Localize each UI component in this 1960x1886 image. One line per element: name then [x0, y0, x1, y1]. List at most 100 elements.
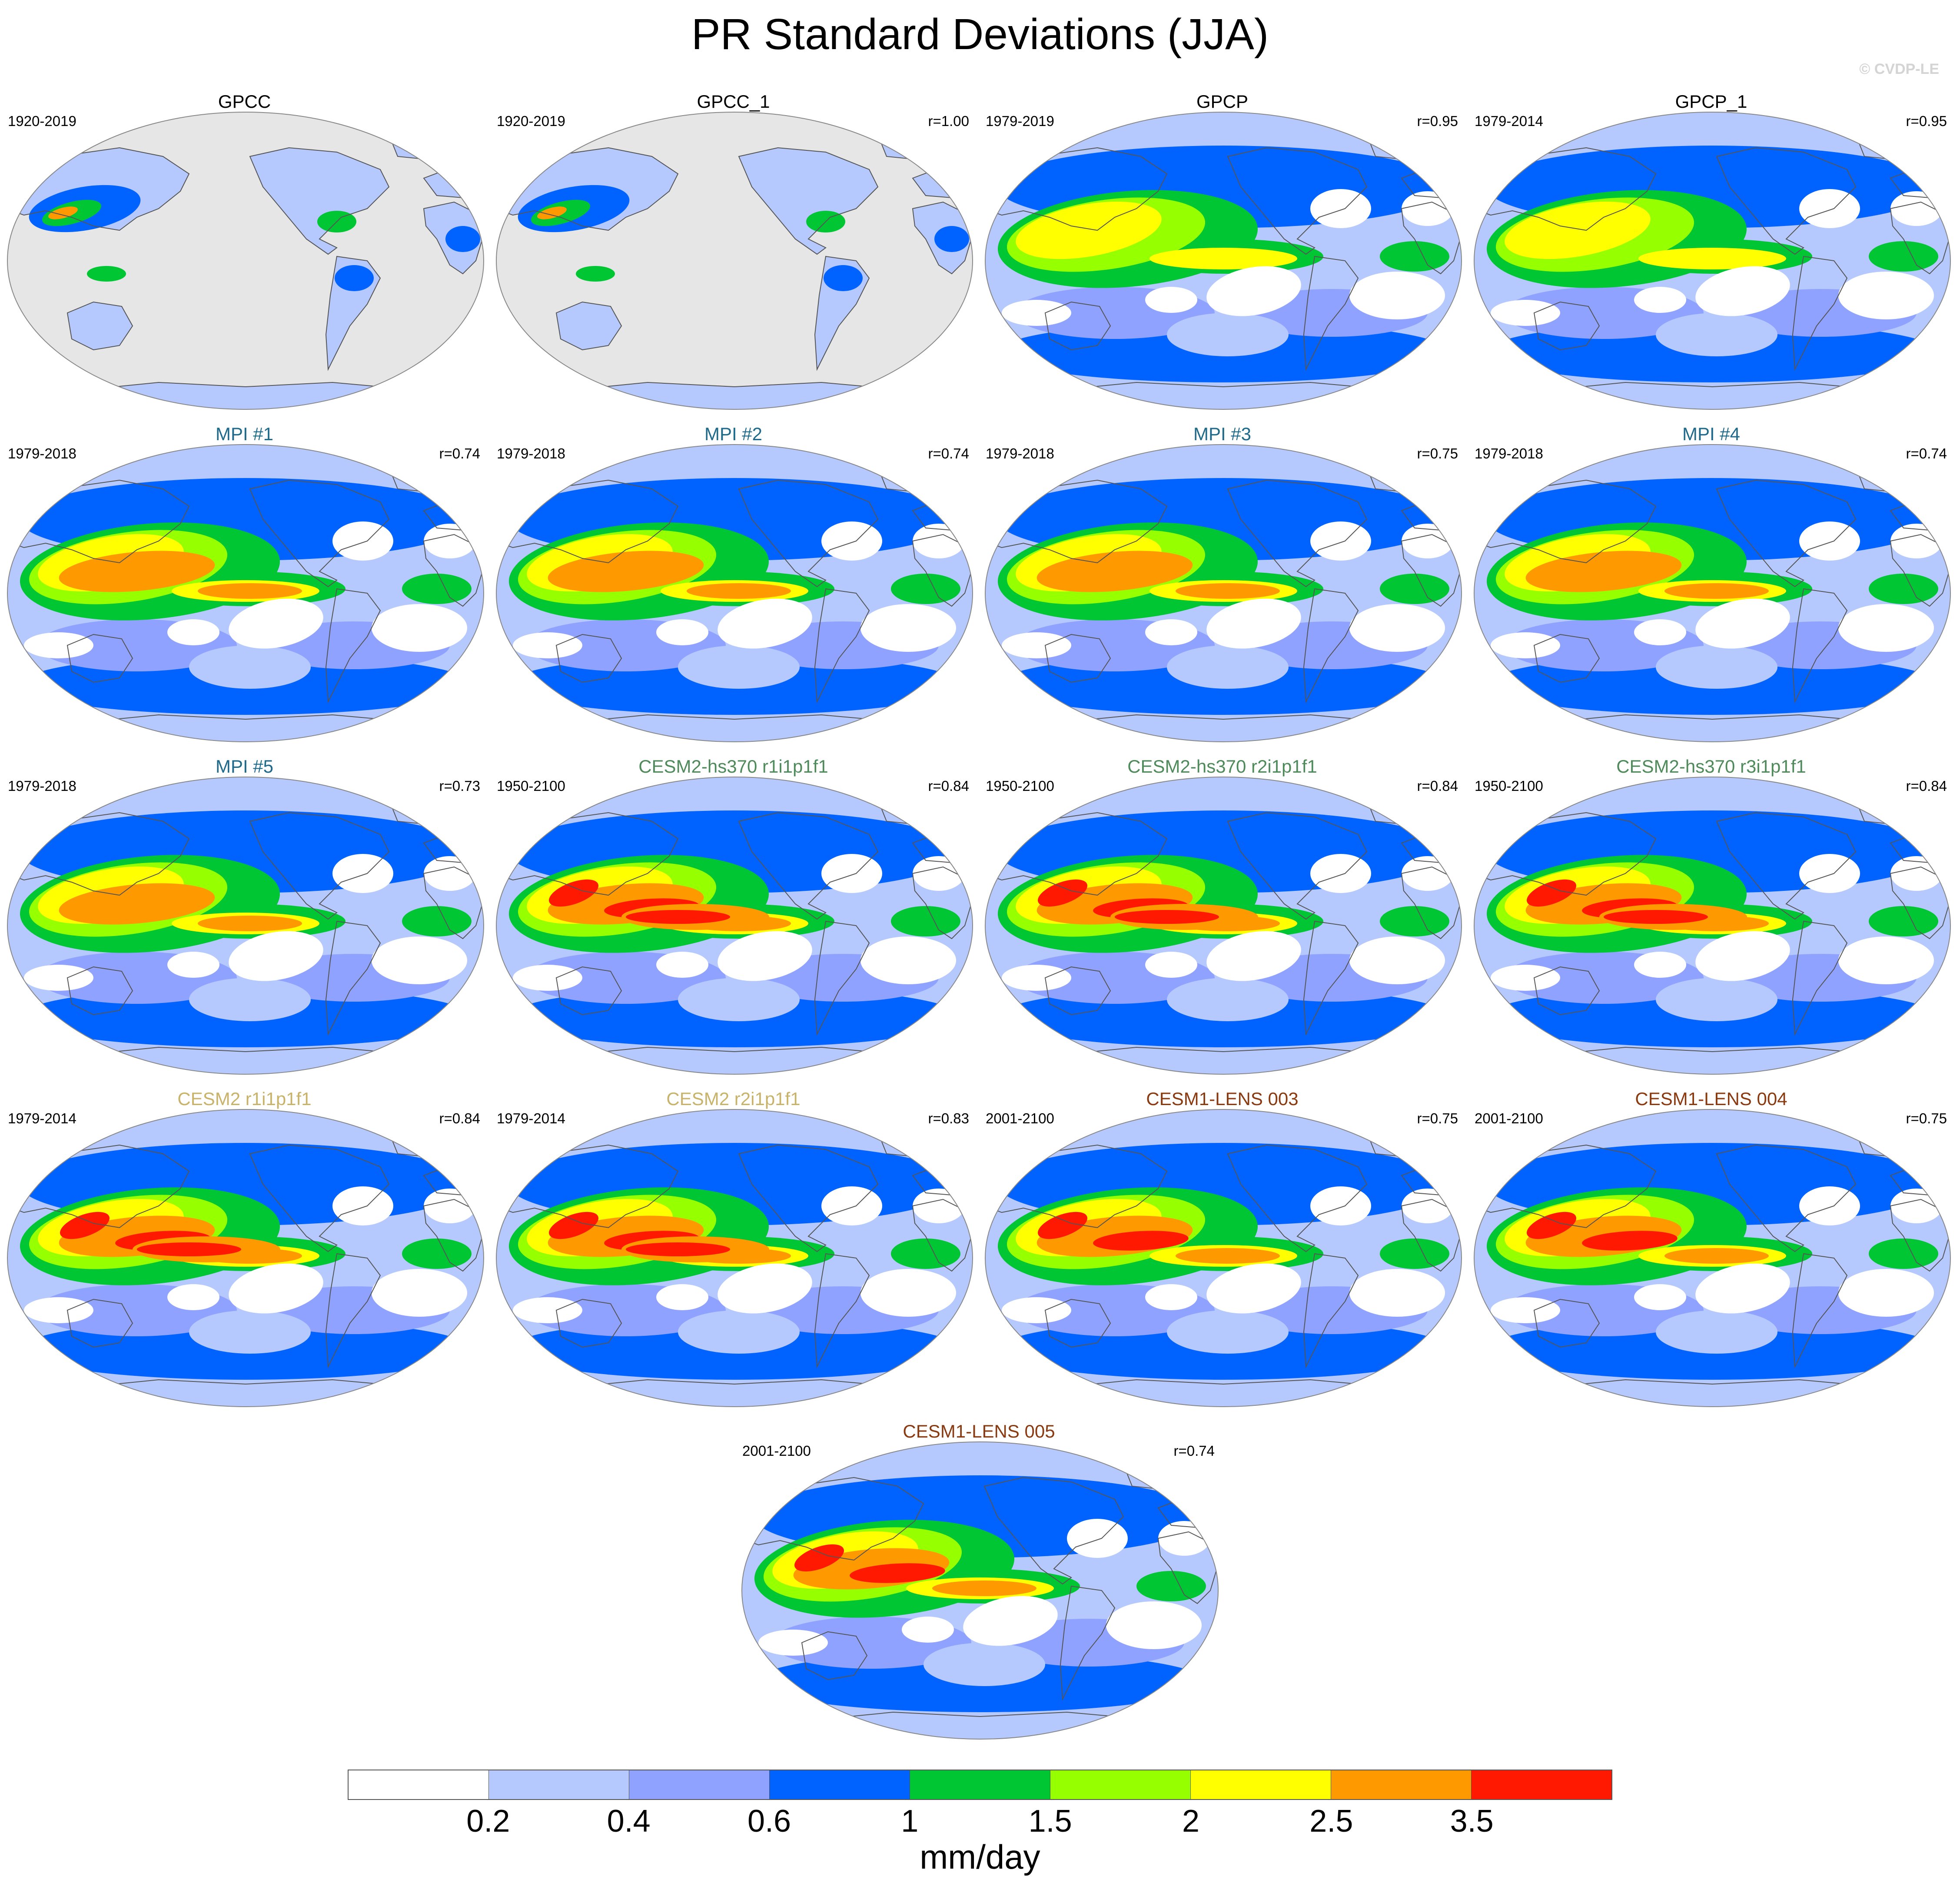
- dry-zone-pacific: [229, 1263, 323, 1314]
- precip-contour: [167, 619, 219, 645]
- africa-outline: [1890, 534, 1950, 607]
- north-america-outline: [983, 1477, 1124, 1585]
- asia-outline: [985, 812, 1168, 896]
- extreme-precip: [1093, 1231, 1189, 1251]
- panel-years: 1979-2018: [497, 445, 565, 462]
- credit-label: © CVDP-LE: [1859, 61, 1939, 77]
- precip-contour: [1002, 965, 1071, 991]
- precip-contour: [1664, 583, 1769, 599]
- colorbar-box-0: [349, 1770, 489, 1799]
- africa-outline: [912, 866, 972, 940]
- australia-outline: [555, 634, 622, 683]
- land-precip-africa: [934, 226, 969, 252]
- precip-contour: [891, 906, 960, 936]
- precip-contour: [821, 854, 882, 893]
- map-panel: CESM1-LENS 003 2001-2100 r=0.75: [978, 1089, 1467, 1419]
- north-america-outline: [249, 479, 390, 588]
- land-precip-africa: [445, 226, 480, 252]
- map-border: [985, 1109, 1462, 1407]
- precip-contour: [1869, 1239, 1938, 1269]
- precip-contour: [1167, 978, 1289, 1021]
- colorbar-tick-label: 3.5: [1450, 1804, 1494, 1839]
- south-america-outline: [1303, 588, 1359, 704]
- figure-title: PR Standard Deviations (JJA): [691, 10, 1269, 59]
- precip-field: [985, 445, 1462, 742]
- dry-zone-atlantic: [1838, 936, 1934, 984]
- south-america-outline: [1060, 1585, 1116, 1701]
- panel-correlation: r=0.74: [1906, 445, 1947, 462]
- precip-contour: [332, 1186, 393, 1225]
- panel-years: 1950-2100: [1475, 778, 1543, 794]
- africa-outline: [1401, 866, 1461, 940]
- precip-contour: [1380, 906, 1449, 936]
- precip-contour: [1656, 313, 1777, 356]
- colorbar-box-5: [1050, 1770, 1191, 1799]
- map-border: [741, 1441, 1219, 1740]
- precip-contour: [1145, 619, 1197, 645]
- asia-outline: [1474, 147, 1657, 231]
- precip-contour: [656, 619, 708, 645]
- map-border: [496, 1109, 973, 1407]
- panel-years: 2001-2100: [986, 1110, 1054, 1126]
- precip-contour: [1002, 632, 1071, 658]
- precip-contour: [1115, 910, 1219, 924]
- panel-title: GPCC: [218, 91, 271, 112]
- map-panel: GPCP 1979-2019 r=0.95: [978, 91, 1467, 422]
- precip-contour: [513, 632, 582, 658]
- precip-contour: [24, 1297, 93, 1323]
- map-panel: CESM2-hs370 r3i1p1f1 1950-2100 r=0.84: [1467, 756, 1956, 1086]
- precip-contour: [1638, 248, 1786, 269]
- colorbar-tick-label: 2.5: [1309, 1804, 1353, 1839]
- australia-outline: [66, 966, 133, 1016]
- map-border: [1474, 112, 1951, 410]
- panel-years: 2001-2100: [1475, 1110, 1543, 1126]
- panel-years: 1979-2019: [986, 113, 1054, 129]
- map-projection: [7, 109, 485, 413]
- north-america-outline: [249, 812, 390, 920]
- panel-correlation: r=0.73: [439, 778, 481, 794]
- precip-contour: [1310, 521, 1371, 561]
- precip-contour: [758, 1630, 828, 1656]
- precip-contour: [1869, 574, 1938, 604]
- north-america-outline: [738, 812, 879, 920]
- heavy-precip: [1036, 551, 1193, 592]
- africa-outline: [423, 866, 483, 940]
- precip-contour: [198, 583, 302, 599]
- map-panel: CESM2-hs370 r1i1p1f1 1950-2100 r=0.84: [489, 756, 978, 1086]
- map-projection: [495, 774, 973, 1078]
- precip-contour: [1526, 1212, 1577, 1239]
- australia-outline: [1044, 634, 1111, 683]
- dry-zone-pacific: [1695, 598, 1790, 649]
- africa-outline: [912, 534, 972, 607]
- south-america-outline: [1303, 920, 1359, 1036]
- map-border: [496, 444, 973, 742]
- asia-outline: [496, 479, 679, 564]
- panel-correlation: r=0.84: [439, 1110, 481, 1126]
- precip-contour: [902, 1617, 954, 1643]
- dry-zone-atlantic: [372, 1269, 467, 1317]
- precip-contour: [1002, 300, 1071, 326]
- map-border: [985, 444, 1462, 742]
- panel-title: CESM2 r1i1p1f1: [177, 1089, 312, 1109]
- precip-field: [985, 777, 1462, 1074]
- precip-contour: [189, 978, 311, 1021]
- asia-outline: [7, 479, 190, 564]
- heavy-precip: [1525, 551, 1682, 592]
- map-projection: [495, 109, 973, 413]
- map-projection: [1473, 109, 1951, 413]
- precip-field: [985, 112, 1462, 409]
- precip-contour: [167, 1284, 219, 1310]
- dry-zone-atlantic: [860, 1269, 956, 1317]
- map-panel: CESM2 r1i1p1f1 1979-2014 r=0.84: [0, 1089, 489, 1419]
- precip-contour: [1505, 201, 1651, 259]
- panel-correlation: r=0.95: [1417, 113, 1458, 129]
- dry-zone-pacific: [1695, 266, 1790, 316]
- panel-title: MPI #3: [1193, 424, 1252, 444]
- map-panel: CESM1-LENS 005 2001-2100 r=0.74: [734, 1421, 1223, 1751]
- map-border: [7, 1109, 484, 1407]
- panel-title: CESM1-LENS 003: [1146, 1089, 1299, 1109]
- dry-zone-atlantic: [1349, 936, 1445, 984]
- panel-years: 1979-2018: [8, 778, 76, 794]
- precip-contour: [1656, 645, 1777, 689]
- north-america-outline: [249, 1144, 390, 1252]
